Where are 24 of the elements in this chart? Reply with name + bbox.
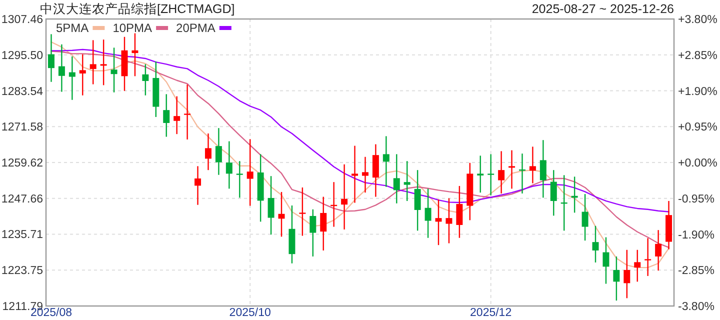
- y-tick-label: 1295.50: [1, 50, 43, 62]
- title: 中汉大连农产品综指[ZHCTMAGD]: [40, 2, 235, 16]
- y2-tick-label: +1.90%: [678, 86, 718, 98]
- y-tick-label: 1235.71: [1, 229, 43, 242]
- legend-label: 5PMA: [56, 21, 89, 35]
- y-tick-label: 1283.54: [1, 86, 44, 98]
- y2-tick-label: -0.95%: [678, 193, 714, 206]
- y2-tick-label: +0.00%: [678, 158, 718, 170]
- x-tick-label: 2025/10: [229, 307, 271, 319]
- y-tick-label: 1247.66: [1, 193, 43, 206]
- y-tick-label: 1259.62: [1, 158, 43, 170]
- y2-tick-label: -1.90%: [678, 229, 714, 242]
- y2-tick-label: -3.80%: [678, 301, 714, 313]
- y2-tick-label: +3.80%: [678, 14, 718, 26]
- y2-tick-label: +2.85%: [678, 50, 718, 62]
- x-tick-label: 2025/12: [470, 307, 512, 319]
- y-tick-label: 1223.75: [1, 265, 43, 278]
- y-tick-label: 1307.46: [1, 14, 43, 26]
- y2-tick-label: +0.95%: [678, 122, 718, 134]
- y2-tick-label: -2.85%: [678, 265, 714, 278]
- legend-label: 20PMA: [176, 21, 216, 35]
- legend-label: 10PMA: [112, 21, 152, 35]
- subtitle: 2025-08-27 ~ 2025-12-26: [532, 2, 674, 16]
- y-tick-label: 1271.58: [1, 122, 43, 134]
